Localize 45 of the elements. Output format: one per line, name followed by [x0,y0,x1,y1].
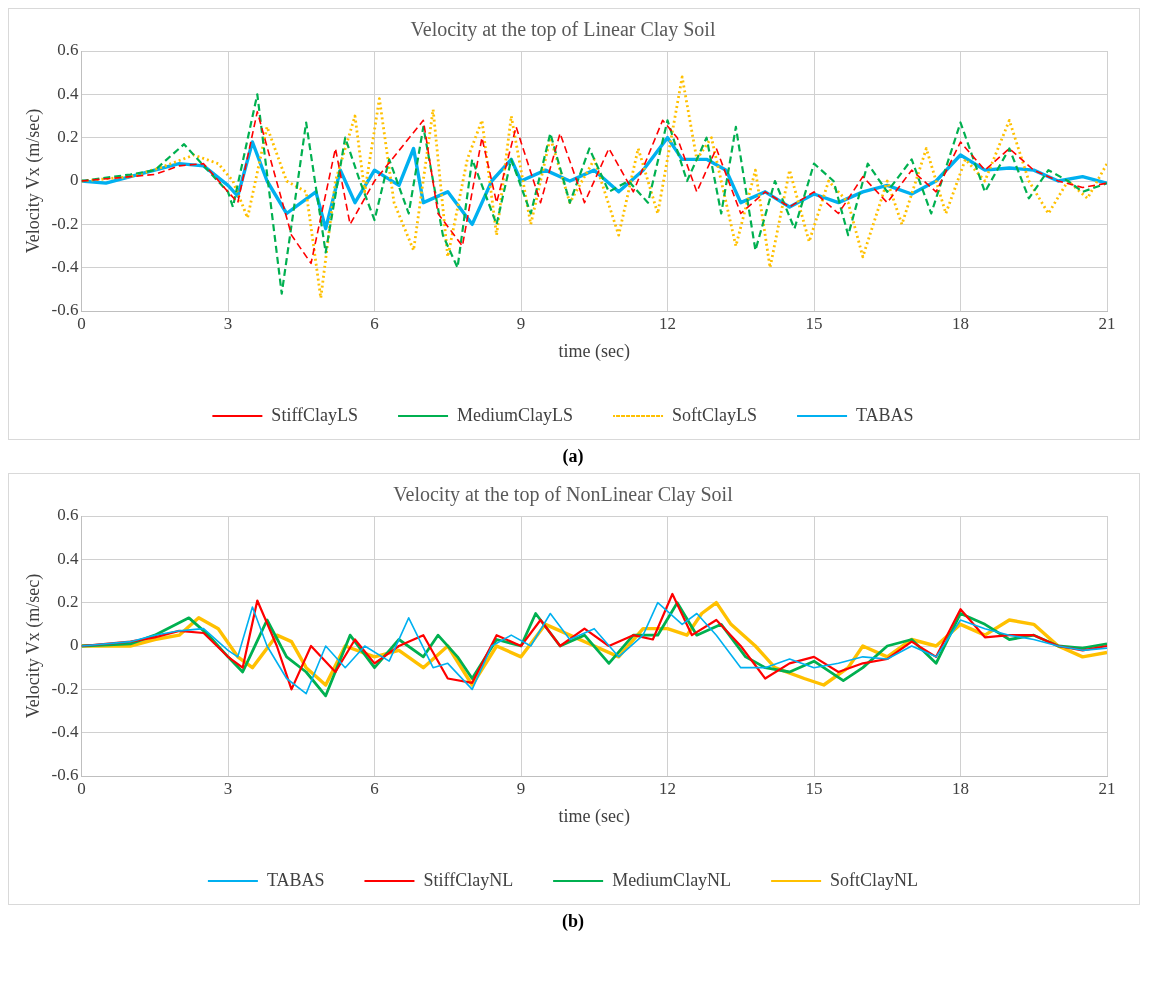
y-tick-label: -0.6 [51,765,79,785]
x-axis-title: time (sec) [558,805,630,827]
y-tick-label: -0.6 [51,300,79,320]
y-tick-label: 0.6 [57,40,79,60]
x-tick-label: 3 [223,313,233,333]
x-tick-label: 18 [952,313,969,333]
legend-label: StiffClayLS [271,404,359,425]
y-tick-label: 0.4 [57,83,80,103]
chart-title: Velocity at the top of NonLinear Clay Soil [393,483,734,507]
x-tick-label: 12 [659,313,676,333]
legend-label: StiffClayNL [423,869,514,890]
y-tick-label: -0.2 [51,213,79,233]
x-tick-label: 15 [805,313,823,333]
legend-label: MediumClayLS [457,404,574,425]
text: (a) [561,446,585,467]
y-tick-label: 0 [70,170,79,190]
x-axis-title: time (sec) [558,340,630,362]
x-tick-label: 21 [1098,313,1116,333]
y-tick-label: 0.2 [57,592,79,612]
legend-label: TABAS [266,869,325,890]
x-tick-label: 9 [516,313,526,333]
chart-title: Velocity at the top of Linear Clay Soil [410,18,716,42]
legend-label: SoftClayNL [830,869,919,890]
y-tick-label: 0.2 [57,127,79,147]
line-series [81,110,1107,265]
y-tick-label: -0.4 [51,257,79,277]
y-tick-label: -0.2 [51,678,79,698]
x-tick-label: 3 [223,778,233,798]
y-axis-title: Velocity Vx (m/sec) [22,573,44,719]
legend-label: SoftClayLS [672,404,758,425]
legend-label: TABAS [856,404,914,425]
y-tick-label: 0.4 [57,548,80,568]
x-tick-label: 6 [370,778,379,798]
x-tick-label: 6 [370,313,379,333]
text: (b) [561,911,585,932]
y-tick-label: 0.6 [57,505,79,525]
y-axis-title: Velocity Vx (m/sec) [22,108,44,254]
x-tick-label: 9 [516,778,526,798]
y-tick-label: -0.4 [51,722,79,742]
legend-label: MediumClayNL [612,869,732,890]
x-tick-label: 18 [952,778,969,798]
x-tick-label: 15 [805,778,823,798]
x-tick-label: 12 [659,778,676,798]
x-tick-label: 21 [1098,778,1116,798]
y-tick-label: 0 [70,635,79,655]
